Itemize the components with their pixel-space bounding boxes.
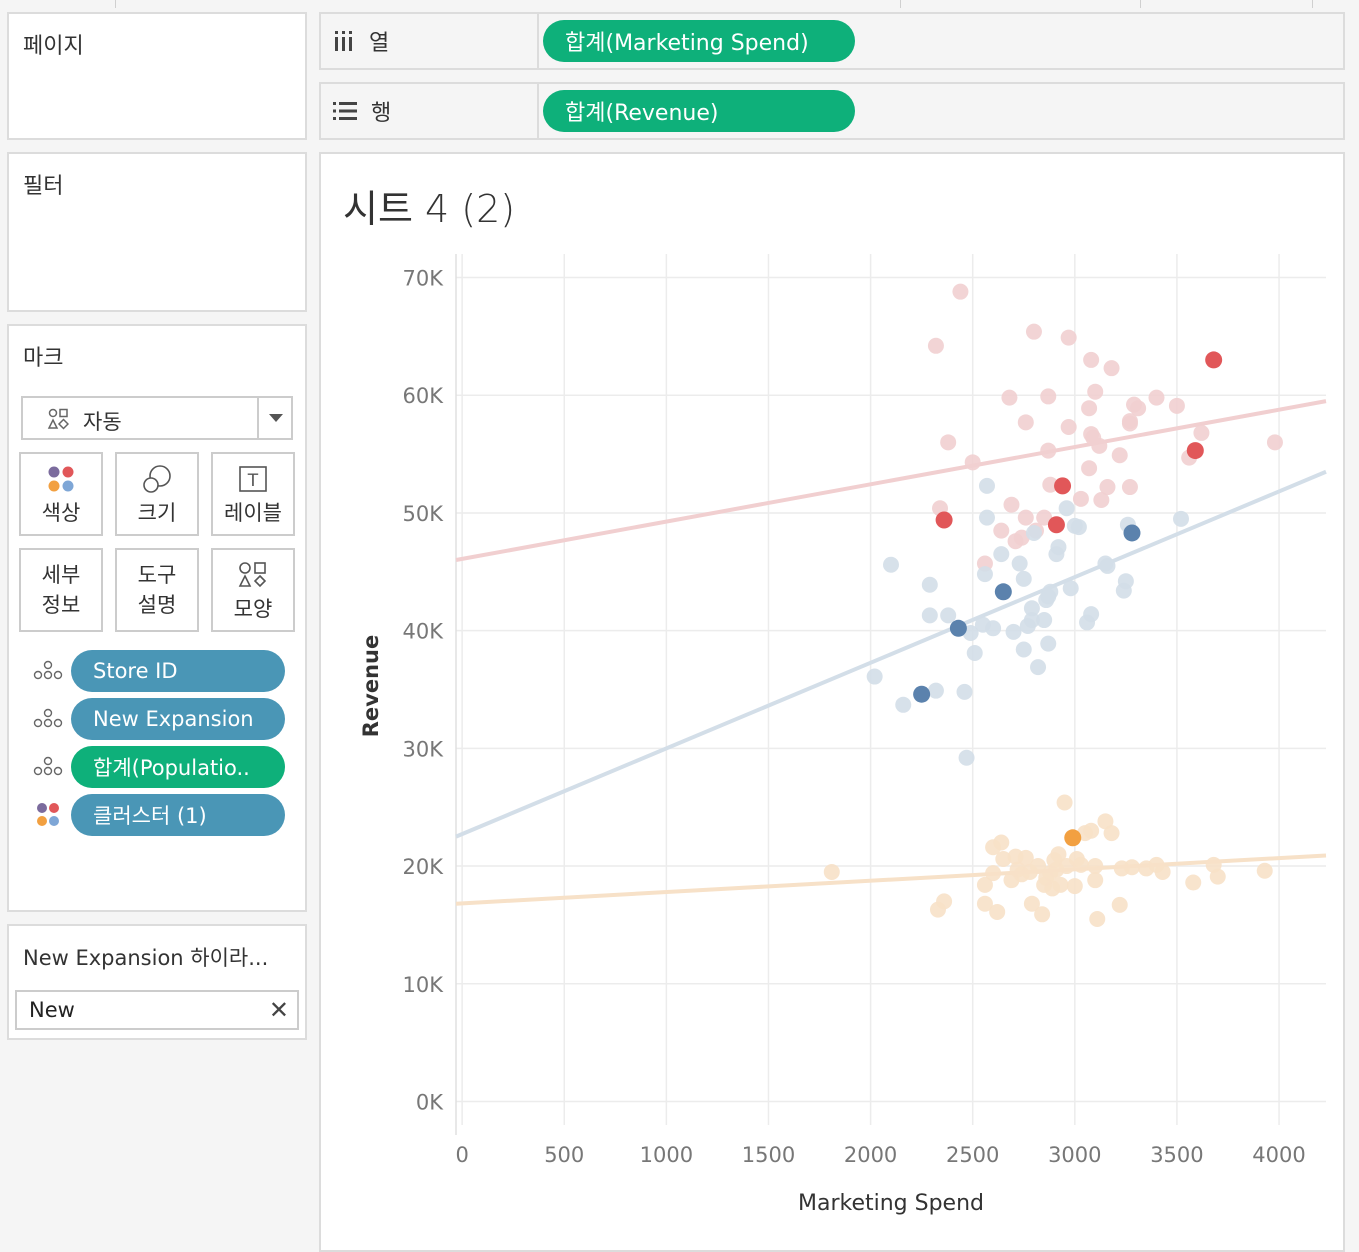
cluster-pill[interactable]: 클러스터 (1) — [71, 794, 285, 836]
top-strip — [0, 0, 1359, 10]
columns-shelf-label: 열 — [321, 14, 539, 68]
shape-icon — [238, 562, 267, 588]
size-button-label: 크기 — [137, 501, 177, 525]
mark-type-dropdown[interactable]: 자동 — [21, 396, 293, 440]
marketing-spend-pill[interactable]: 합계(Marketing Spend) — [543, 20, 855, 62]
size-icon — [143, 465, 171, 493]
rows-shelf[interactable]: 행 합계(Revenue) — [319, 82, 1345, 140]
population-sum-pill-label: 합계(Populatio.. — [93, 756, 250, 780]
rows-shelf-label: 행 — [321, 84, 539, 138]
pages-title: 페이지 — [23, 34, 84, 59]
tooltip-label-line2: 설명 — [137, 593, 177, 617]
detail-button[interactable]: 세부 정보 — [19, 548, 103, 632]
color-icon — [48, 466, 74, 492]
revenue-pill[interactable]: 합계(Revenue) — [543, 90, 855, 132]
detail-icon — [33, 756, 63, 776]
detail-button-label: 세부 정보 — [21, 560, 101, 620]
filters-shelf[interactable]: 필터 — [7, 152, 307, 312]
tooltip-button[interactable]: 도구 설명 — [115, 548, 199, 632]
shape-button-label: 모양 — [233, 597, 273, 621]
svg-text:T: T — [247, 471, 259, 491]
columns-icon — [335, 31, 352, 51]
detail-icon — [33, 660, 63, 680]
population-sum-pill[interactable]: 합계(Populatio.. — [71, 746, 285, 788]
color-button-label: 색상 — [41, 501, 81, 525]
revenue-pill-label: 합계(Revenue) — [565, 101, 719, 126]
store-id-pill[interactable]: Store ID — [71, 650, 285, 692]
strip-divider — [900, 0, 901, 8]
text-label-icon: T — [239, 466, 267, 492]
highlighter-input[interactable]: New ✕ — [15, 990, 299, 1030]
filters-title: 필터 — [23, 174, 64, 199]
strip-divider — [1140, 0, 1141, 8]
shape-button[interactable]: 모양 — [211, 548, 295, 632]
detail-label-line1: 세부 — [41, 563, 81, 587]
sheet-title: 시트 4 (2) — [343, 187, 516, 231]
color-icon — [37, 803, 59, 826]
new-expansion-pill[interactable]: New Expansion — [71, 698, 285, 740]
marks-title: 마크 — [23, 346, 64, 371]
columns-label: 열 — [369, 31, 390, 56]
size-button[interactable]: 크기 — [115, 452, 199, 536]
tooltip-label-line1: 도구 — [137, 563, 177, 587]
cluster-pill-label: 클러스터 (1) — [93, 804, 207, 828]
pages-shelf[interactable]: 페이지 — [7, 12, 307, 140]
tooltip-button-label: 도구 설명 — [117, 560, 197, 620]
label-button-label: 레이블 — [224, 501, 282, 525]
color-button[interactable]: 색상 — [19, 452, 103, 536]
sheet-view — [319, 152, 1345, 1252]
dropdown-caret-button[interactable] — [257, 398, 291, 438]
mark-type-label: 자동 — [83, 410, 122, 434]
chevron-down-icon — [269, 414, 283, 422]
label-button[interactable]: T 레이블 — [211, 452, 295, 536]
detail-label-line2: 정보 — [41, 593, 81, 617]
marketing-spend-pill-label: 합계(Marketing Spend) — [565, 31, 809, 56]
strip-divider — [1312, 0, 1313, 8]
highlighter-title: New Expansion 하이라... — [23, 946, 269, 970]
columns-shelf[interactable]: 열 합계(Marketing Spend) — [319, 12, 1345, 70]
detail-icon — [33, 708, 63, 728]
highlighter-value: New — [29, 998, 75, 1022]
automatic-mark-icon — [47, 408, 69, 430]
new-expansion-pill-label: New Expansion — [93, 707, 254, 731]
clear-icon[interactable]: ✕ — [268, 996, 289, 1024]
rows-label: 행 — [371, 101, 392, 126]
store-id-pill-label: Store ID — [93, 659, 178, 683]
strip-divider — [115, 0, 116, 8]
rows-icon — [333, 102, 357, 120]
